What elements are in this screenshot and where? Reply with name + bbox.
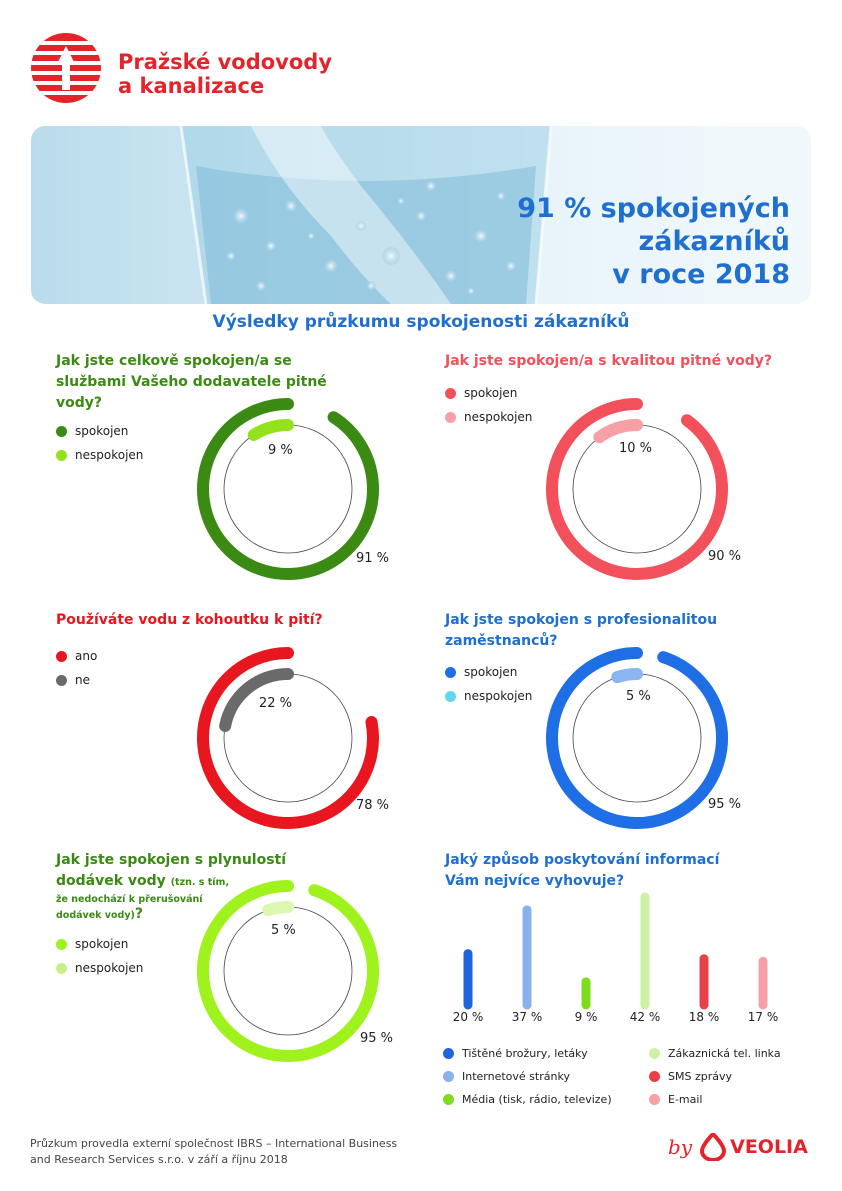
legend-label: ne <box>75 673 90 687</box>
q2-outer-label: 90 % <box>708 549 742 564</box>
bar-value-label: 9 % <box>574 1010 598 1024</box>
inner-arc <box>593 419 643 444</box>
bar-value-label: 18 % <box>688 1010 720 1024</box>
legend-label: ano <box>75 649 98 663</box>
outer-arc <box>546 647 728 829</box>
q5-inner-label: 5 % <box>271 923 296 938</box>
q4-outer-label: 95 % <box>708 797 742 812</box>
legend-label: nespokojen <box>75 961 144 975</box>
legend-dot <box>649 1071 660 1082</box>
by-text: by <box>668 1135 693 1159</box>
q1-title: Jak jste celkově spokojen/a se službami … <box>56 353 327 411</box>
legend-label: nespokojen <box>75 448 144 462</box>
legend-label: Internetové stránky <box>462 1070 570 1083</box>
q6-title: Jaký způsob poskytování informací Vám ne… <box>445 852 720 889</box>
bar-value-label: 42 % <box>629 1010 661 1024</box>
brand-name: Pražské vodovody a kanalizace <box>118 50 333 98</box>
survey-subtitle: Výsledky průzkumu spokojenosti zákazníků <box>212 312 630 332</box>
bar-legend-item: Tištěné brožury, letáky <box>443 1047 588 1060</box>
legend-dot <box>56 674 67 686</box>
inner-arc <box>247 419 294 441</box>
inner-arc <box>262 901 294 917</box>
q1-outer-label: 91 % <box>356 551 390 566</box>
bar-legend-item: Internetové stránky <box>443 1070 570 1083</box>
legend-label: spokojen <box>75 424 129 438</box>
bar-legend-item: E-mail <box>649 1093 703 1106</box>
bar-legend-item: Média (tisk, rádio, televize) <box>443 1093 612 1106</box>
legend-label: nespokojen <box>464 410 533 424</box>
legend-dot <box>443 1094 454 1105</box>
footer-note: Průzkum provedla externí společnost IBRS… <box>30 1137 398 1166</box>
q5-donut-chart <box>197 880 379 1062</box>
bar-value-label: 37 % <box>511 1010 543 1024</box>
veolia-drop-icon <box>700 1133 727 1161</box>
q4-inner-label: 5 % <box>626 689 651 704</box>
legend-dot <box>649 1094 660 1105</box>
legend-dot <box>56 650 67 662</box>
q1-donut-chart <box>197 398 379 580</box>
legend-label: spokojen <box>464 386 518 400</box>
bar-value-label: 17 % <box>747 1010 779 1024</box>
headline: 91 % spokojených zákazníků v roce 2018 <box>517 193 790 290</box>
legend-label: Tištěné brožury, letáky <box>462 1047 588 1060</box>
water-glass-image <box>179 126 553 304</box>
bar-value-labels: 20 % 37 % 9 % 42 % 18 % 17 % <box>440 1010 800 1028</box>
outer-arc <box>197 880 379 1062</box>
info-channel-bar-chart <box>463 892 768 1010</box>
bar-legend-item: SMS zprávy <box>649 1070 732 1083</box>
legend-dot <box>56 425 67 437</box>
legend-dot <box>56 938 67 950</box>
outer-arc <box>197 398 379 580</box>
legend-dot <box>445 411 456 423</box>
q4-title: Jak jste spokojen s profesionalitou zamě… <box>445 612 718 649</box>
legend-dot <box>649 1048 660 1059</box>
q1-legend: spokojen nespokojen <box>56 423 143 471</box>
q2-title: Jak jste spokojen/a s kvalitou pitné vod… <box>445 353 772 369</box>
pvk-logo <box>31 33 101 103</box>
legend-label: E-mail <box>668 1093 703 1106</box>
outer-arc <box>197 647 379 829</box>
legend-label: Zákaznická tel. linka <box>668 1047 781 1060</box>
legend-label: spokojen <box>464 665 518 679</box>
bar-legend-item: Zákaznická tel. linka <box>649 1047 781 1060</box>
q4-legend: spokojen nespokojen <box>445 664 532 712</box>
legend-label: nespokojen <box>464 689 533 703</box>
legend-label: Média (tisk, rádio, televize) <box>462 1093 612 1106</box>
legend-label: SMS zprávy <box>668 1070 732 1083</box>
legend-label: spokojen <box>75 937 129 951</box>
legend-dot <box>445 690 456 702</box>
legend-dot <box>56 449 67 461</box>
hero-banner <box>31 126 811 304</box>
q3-title: Používáte vodu z kohoutku k pití? <box>56 612 323 628</box>
q3-outer-label: 78 % <box>356 798 390 813</box>
legend-dot <box>56 962 67 974</box>
q2-donut-chart <box>546 398 728 580</box>
legend-dot <box>445 666 456 678</box>
inner-arc <box>611 668 643 684</box>
q3-inner-label: 22 % <box>259 696 293 711</box>
q5-legend: spokojen nespokojen <box>56 936 143 984</box>
q4-donut-chart <box>546 647 728 829</box>
legend-dot <box>445 387 456 399</box>
inner-arc <box>219 668 294 733</box>
outer-arc <box>546 398 728 580</box>
legend-dot <box>443 1071 454 1082</box>
legend-dot <box>443 1048 454 1059</box>
veolia-text: VEOLIA <box>730 1136 808 1158</box>
q2-legend: spokojen nespokojen <box>445 385 532 433</box>
q3-legend: ano ne <box>56 648 97 696</box>
q2-inner-label: 10 % <box>619 441 653 456</box>
q3-donut-chart <box>197 647 379 829</box>
veolia-logo: by VEOLIA <box>668 1133 808 1161</box>
bar-value-label: 20 % <box>452 1010 484 1024</box>
q1-inner-label: 9 % <box>268 443 293 458</box>
q5-title: Jak jste spokojen s plynulostí dodávek v… <box>56 852 287 922</box>
q5-outer-label: 95 % <box>360 1031 394 1046</box>
